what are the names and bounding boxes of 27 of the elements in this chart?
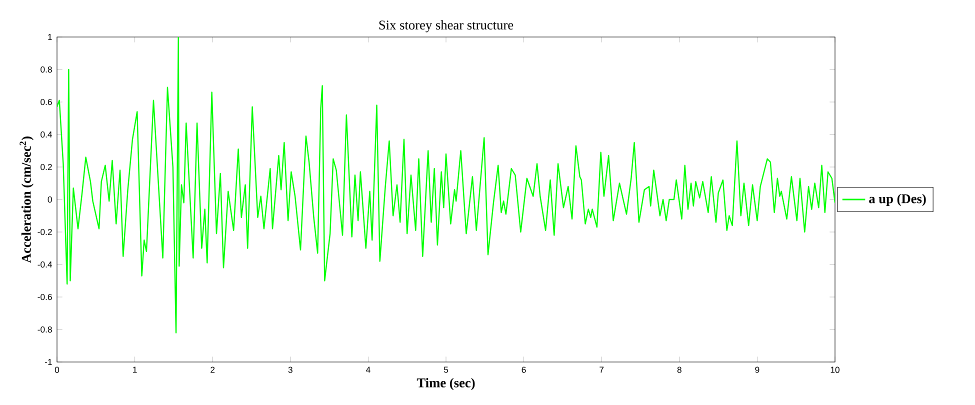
x-tick-label: 10: [830, 366, 840, 373]
x-tick-label: 1: [133, 366, 137, 373]
y-tick-label: -0.8: [38, 326, 52, 333]
y-tick-label: 1: [48, 34, 52, 40]
y-tick-label: 0.8: [40, 66, 52, 73]
y-tick-label: 0.4: [40, 131, 52, 138]
x-tick-label: 4: [366, 366, 370, 373]
x-tick-label: 2: [210, 366, 215, 373]
x-tick-label: 9: [755, 366, 760, 373]
x-tick-label: 3: [288, 366, 292, 373]
line-series: [57, 37, 836, 334]
x-tick-label: 0: [54, 366, 60, 373]
y-axis-title: Acceleration (cm/sec$^{2}$): [20, 136, 34, 263]
y-tick-label: 0: [48, 196, 52, 203]
y-tick-label: -0.4: [38, 261, 52, 268]
x-tick-label: 5: [444, 366, 448, 373]
y-tick-label: -0.2: [38, 228, 52, 236]
legend-label: a up (Des): [869, 194, 926, 206]
y-tick-label: 0.2: [40, 164, 52, 170]
y-tick-label: 0.6: [40, 98, 52, 106]
x-tick-label: 7: [600, 366, 604, 373]
y-tick-label: -1: [44, 359, 52, 365]
x-axis-title: Time (sec): [416, 378, 475, 390]
y-tick-label: -0.6: [38, 294, 52, 300]
x-tick-label: 8: [677, 366, 682, 373]
chart-title: Six storey shear structure: [379, 20, 514, 32]
x-tick-label: 6: [522, 366, 526, 373]
